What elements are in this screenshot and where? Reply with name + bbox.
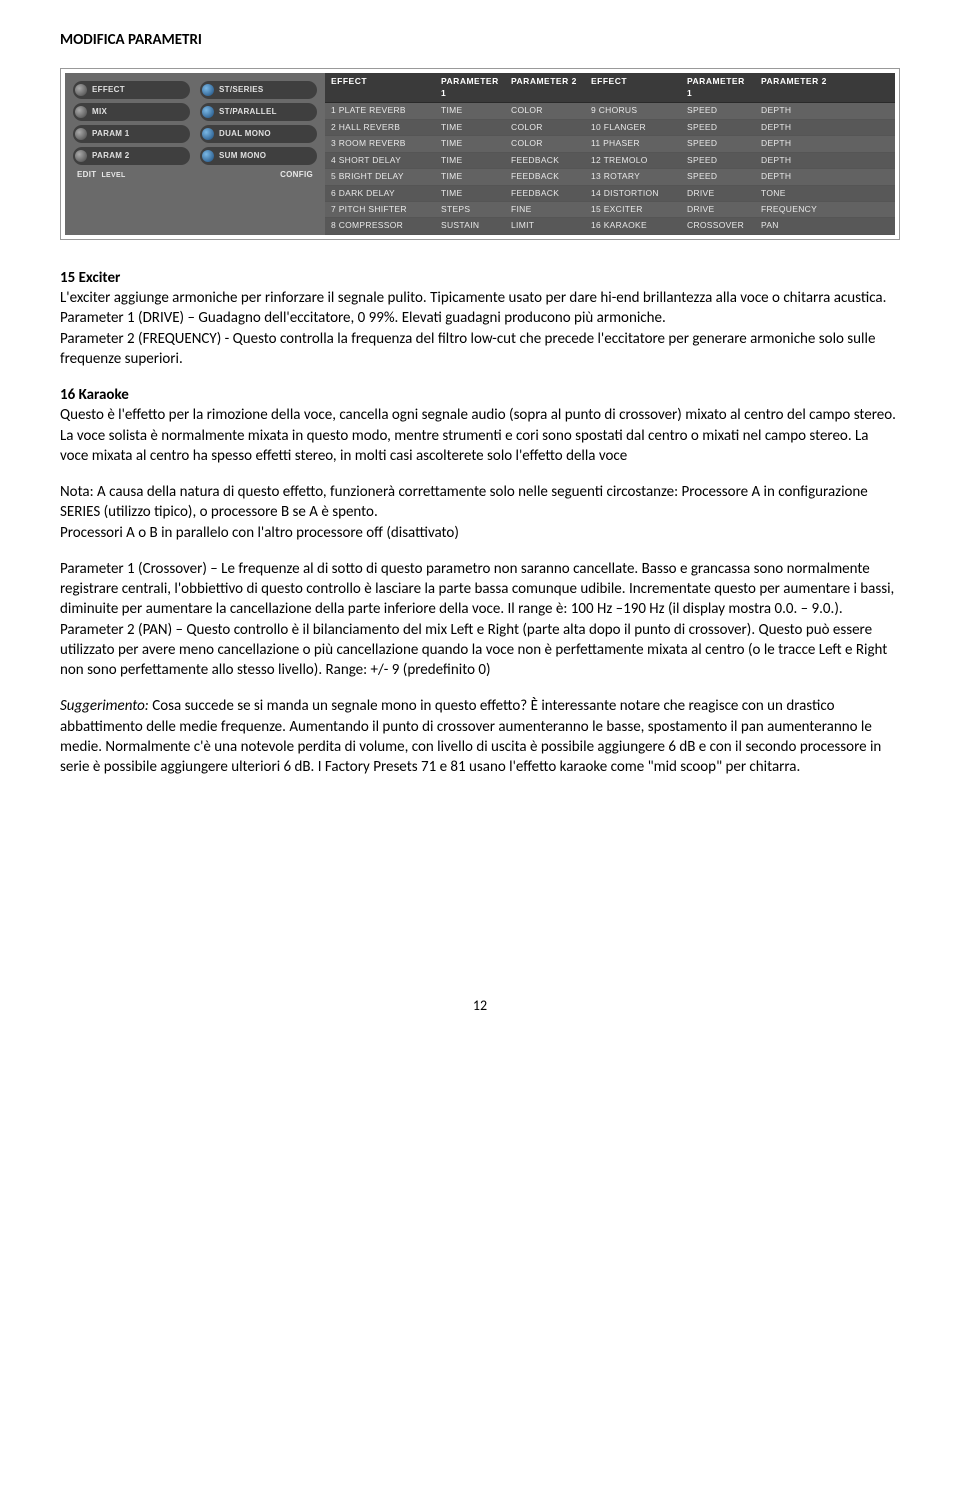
effects-table-cell: TIME	[435, 136, 505, 152]
effects-table-header: EFFECT	[585, 73, 681, 103]
s16-note2: Processori A o B in parallelo con l'altr…	[60, 523, 900, 543]
effects-table-cell: 6 DARK DELAY	[325, 186, 435, 202]
effects-table-cell: FREQUENCY	[755, 202, 895, 218]
effects-table-cell: DEPTH	[755, 103, 895, 119]
effects-table-cell: 5 BRIGHT DELAY	[325, 169, 435, 185]
effects-table-cell: TONE	[755, 186, 895, 202]
knob-label: DUAL MONO	[219, 129, 271, 140]
effects-table-cell: COLOR	[505, 120, 585, 136]
effects-table-cell: FEEDBACK	[505, 186, 585, 202]
s16-p1: Questo è l'effetto per la rimozione dell…	[60, 405, 900, 466]
knob-label: PARAM 2	[92, 151, 130, 162]
effects-table-header: PARAMETER 2	[505, 73, 585, 103]
s15-p1: L'exciter aggiunge armoniche per rinforz…	[60, 288, 900, 308]
effects-table-cell: 2 HALL REVERB	[325, 120, 435, 136]
effects-table-cell: COLOR	[505, 136, 585, 152]
effects-table-cell: 12 TREMOLO	[585, 153, 681, 169]
effects-table-cell: DRIVE	[681, 202, 755, 218]
knob-label: MIX	[92, 107, 107, 118]
knob-label: PARAM 1	[92, 129, 130, 140]
knob-icon	[75, 106, 87, 118]
knob-icon	[202, 128, 214, 140]
effects-table-cell: STEPS	[435, 202, 505, 218]
knob-item: SUM MONO	[200, 147, 317, 165]
effects-table-cell: 16 KARAOKE	[585, 218, 681, 234]
effects-panel-figure: EFFECT ST/SERIES MIX ST/PARALLEL PARAM 1 DUAL…	[60, 68, 900, 240]
effects-table-cell: FEEDBACK	[505, 153, 585, 169]
knob-label: ST/SERIES	[219, 85, 264, 96]
knob-icon	[202, 84, 214, 96]
effects-table-cell: PAN	[755, 218, 895, 234]
effects-table-cell: FINE	[505, 202, 585, 218]
page-title: MODIFICA PARAMETRI	[60, 30, 900, 50]
knob-label: ST/PARALLEL	[219, 107, 277, 118]
knob-icon	[75, 84, 87, 96]
effects-table-cell: SUSTAIN	[435, 218, 505, 234]
knob-icon	[75, 128, 87, 140]
s16-tip: Suggerimento: Cosa succede se si manda u…	[60, 696, 900, 777]
knob-item: PARAM 2	[73, 147, 190, 165]
effects-table-cell: 3 ROOM REVERB	[325, 136, 435, 152]
s15-p3: Parameter 2 (FREQUENCY) - Questo control…	[60, 329, 900, 370]
knob-item: ST/PARALLEL	[200, 103, 317, 121]
knob-label: EFFECT	[92, 85, 125, 96]
effects-table-cell: 1 PLATE REVERB	[325, 103, 435, 119]
s16-param1: Parameter 1 (Crossover) – Le frequenze a…	[60, 559, 900, 620]
page-number: 12	[60, 997, 900, 1016]
knob-icon	[75, 150, 87, 162]
effects-table-cell: 10 FLANGER	[585, 120, 681, 136]
section-16-title: 16 Karaoke	[60, 385, 900, 405]
tip-label: Suggerimento:	[60, 697, 149, 715]
edit-label: EDIT LEVEL	[77, 170, 126, 181]
effects-table-cell: 13 ROTARY	[585, 169, 681, 185]
effects-table-cell: 4 SHORT DELAY	[325, 153, 435, 169]
effects-table-cell: 11 PHASER	[585, 136, 681, 152]
effects-table-cell: LIMIT	[505, 218, 585, 234]
effects-table-cell: 7 PITCH SHIFTER	[325, 202, 435, 218]
knob-item: DUAL MONO	[200, 125, 317, 143]
effects-table-cell: TIME	[435, 103, 505, 119]
effects-table-cell: COLOR	[505, 103, 585, 119]
effects-table-cell: FEEDBACK	[505, 169, 585, 185]
effects-table-header: PARAMETER 2	[755, 73, 895, 103]
section-15-title: 15 Exciter	[60, 268, 900, 288]
knob-item: PARAM 1	[73, 125, 190, 143]
knob-icon	[202, 106, 214, 118]
effects-table-cell: TIME	[435, 153, 505, 169]
effects-table-cell: 9 CHORUS	[585, 103, 681, 119]
effects-table-cell: TIME	[435, 186, 505, 202]
s16-note1: Nota: A causa della natura di questo eff…	[60, 482, 900, 523]
effects-table-cell: SPEED	[681, 136, 755, 152]
effects-table-cell: DRIVE	[681, 186, 755, 202]
effects-table-cell: 8 COMPRESSOR	[325, 218, 435, 234]
config-label: CONFIG	[280, 170, 313, 181]
effects-table-cell: CROSSOVER	[681, 218, 755, 234]
effects-table-cell: TIME	[435, 120, 505, 136]
effects-table-cell: SPEED	[681, 153, 755, 169]
effects-table-cell: DEPTH	[755, 153, 895, 169]
effects-table-cell: SPEED	[681, 120, 755, 136]
effects-table-cell: DEPTH	[755, 120, 895, 136]
effects-table-header: EFFECT	[325, 73, 435, 103]
panel-right: EFFECTPARAMETER 1PARAMETER 2EFFECTPARAME…	[325, 73, 895, 235]
effects-table-cell: DEPTH	[755, 169, 895, 185]
effects-table-cell: 14 DISTORTION	[585, 186, 681, 202]
knob-icon	[202, 150, 214, 162]
panel-left: EFFECT ST/SERIES MIX ST/PARALLEL PARAM 1 DUAL…	[65, 73, 325, 235]
effects-table-cell: SPEED	[681, 169, 755, 185]
effects-table-cell: TIME	[435, 169, 505, 185]
s15-p2: Parameter 1 (DRIVE) – Guadagno dell'ecci…	[60, 308, 900, 328]
knob-label: SUM MONO	[219, 151, 266, 162]
knob-item: ST/SERIES	[200, 81, 317, 99]
effects-table-header: PARAMETER 1	[681, 73, 755, 103]
s16-param2: Parameter 2 (PAN) – Questo controllo è i…	[60, 620, 900, 681]
effects-table-cell: 15 EXCITER	[585, 202, 681, 218]
effects-table-cell: DEPTH	[755, 136, 895, 152]
effects-table-header: PARAMETER 1	[435, 73, 505, 103]
knob-item: EFFECT	[73, 81, 190, 99]
effects-table-cell: SPEED	[681, 103, 755, 119]
knob-item: MIX	[73, 103, 190, 121]
